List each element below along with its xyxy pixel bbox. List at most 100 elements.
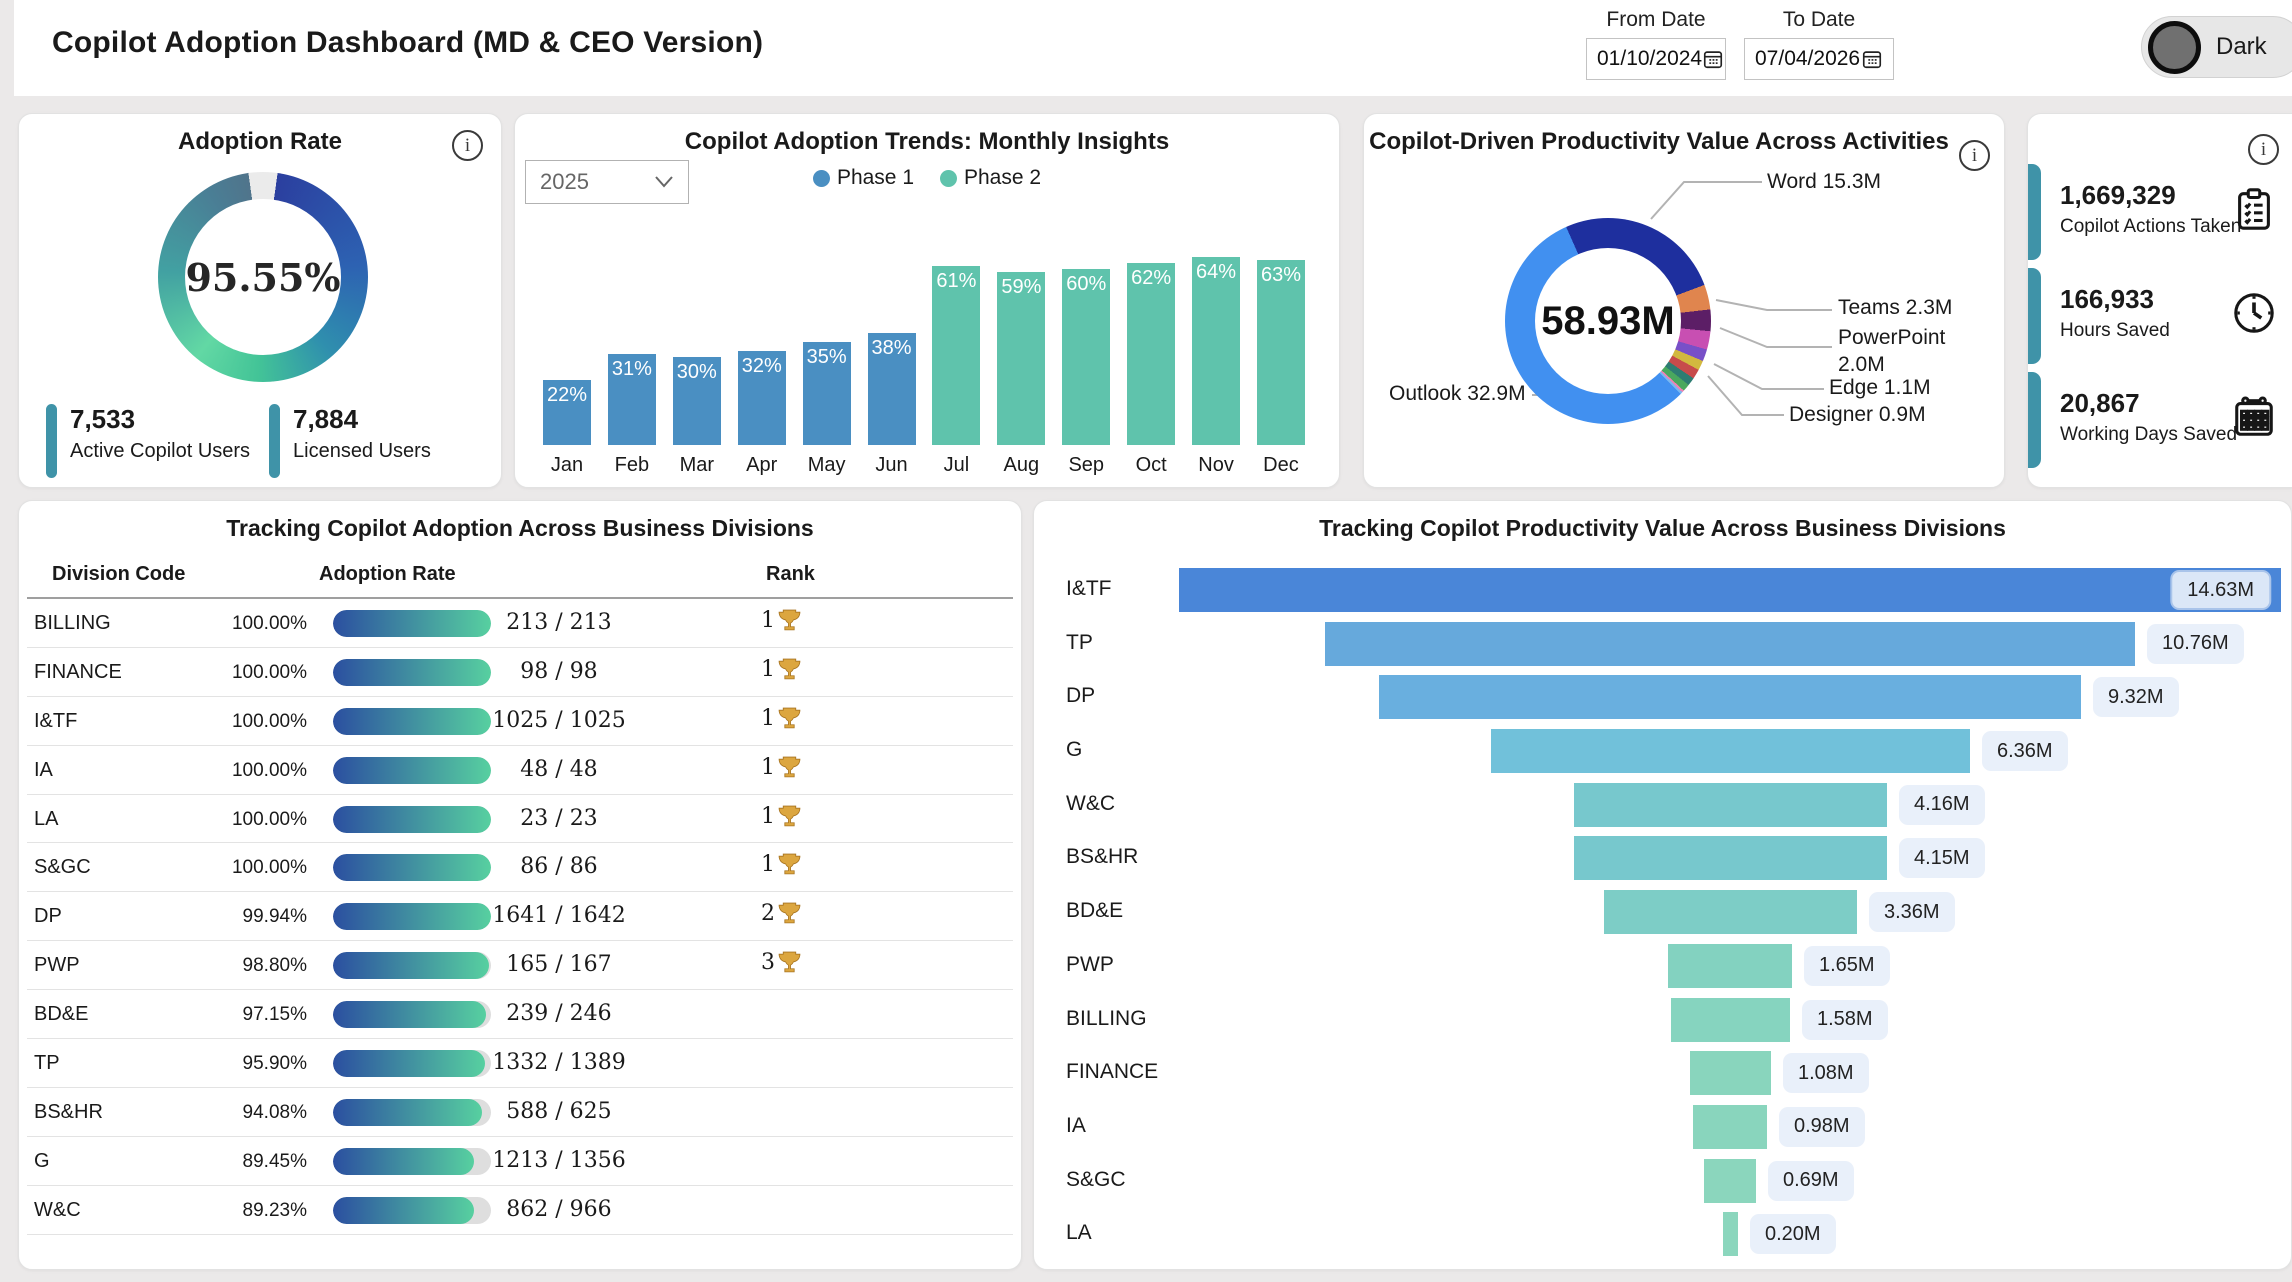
table-row-dp[interactable]: DP 99.94% 1641 / 1642 2: [27, 892, 1013, 942]
funnel-bar[interactable]: [1671, 997, 1790, 1042]
trend-bar-jan[interactable]: 22%: [543, 380, 591, 445]
funnel-bar[interactable]: [1704, 1158, 1756, 1203]
adoption-rate-percent: 100.00%: [231, 808, 307, 830]
funnel-row-iandtf: I&TF 14.63M: [1034, 563, 2291, 617]
year-filter-dropdown[interactable]: 2025: [525, 160, 689, 204]
gauge-hole: 95.55%: [185, 199, 341, 355]
adoption-rate-percent: 100.00%: [231, 759, 307, 781]
legend-dot: [940, 169, 957, 187]
funnel-category-label: W&C: [1066, 791, 1115, 815]
table-row-bdande[interactable]: BD&E 97.15% 239 / 246: [27, 990, 1013, 1040]
funnel-value-label: 1.08M: [1783, 1053, 1869, 1094]
table-row-wandc[interactable]: W&C 89.23% 862 / 966: [27, 1186, 1013, 1235]
funnel-bar[interactable]: [1604, 890, 1857, 935]
division-code: BD&E: [34, 1003, 89, 1026]
adoption-rate-card: Adoption Rate i 95.55% 7,533 Active Copi…: [18, 113, 502, 488]
trend-bar-aug[interactable]: 59%: [997, 272, 1046, 445]
bar-value-label: 35%: [806, 346, 847, 368]
info-icon[interactable]: i: [452, 130, 483, 161]
trend-bar-may[interactable]: 35%: [802, 342, 851, 445]
copilot-actions-value: 1,669,329: [2060, 180, 2176, 210]
users-ratio: 48 / 48: [520, 756, 598, 782]
trend-bar-mar[interactable]: 30%: [672, 357, 721, 445]
legend-item-phase-2[interactable]: Phase 2: [940, 166, 1041, 190]
calendar-icon[interactable]: [1861, 48, 1883, 70]
x-axis-label: Sep: [1068, 454, 1105, 476]
table-row-g[interactable]: G 89.45% 1213 / 1356: [27, 1137, 1013, 1186]
funnel-bar[interactable]: [1574, 836, 1887, 881]
legend-item-phase-1[interactable]: Phase 1: [812, 166, 914, 190]
adoption-rate-gauge[interactable]: 95.55%: [158, 172, 368, 382]
x-axis-label: Dec: [1263, 454, 1299, 476]
activities-donut-chart[interactable]: 58.93M: [1505, 218, 1711, 424]
funnel-value-label: 1.58M: [1802, 999, 1888, 1040]
table-row-pwp[interactable]: PWP 98.80% 165 / 167 3: [27, 941, 1013, 991]
funnel-bar[interactable]: [1693, 1104, 1767, 1149]
funnel-bar[interactable]: [1179, 568, 2281, 612]
column-header-division: Division Code: [52, 563, 186, 585]
table-row-tp[interactable]: TP 95.90% 1332 / 1389: [27, 1039, 1013, 1088]
word-slice-label: Word 15.3M: [1767, 170, 1881, 193]
trend-bar-jul[interactable]: 61%: [932, 266, 981, 445]
adoption-rate-percent: 100.00%: [231, 857, 307, 879]
active-users-stat: 7,533 Active Copilot Users: [46, 404, 250, 478]
stat-accent-bar: [269, 404, 280, 478]
calendar-icon: [2231, 394, 2277, 440]
table-row-finance[interactable]: FINANCE 100.00% 98 / 98 1: [27, 648, 1013, 697]
info-icon[interactable]: i: [2248, 134, 2279, 165]
table-row-ia[interactable]: IA 100.00% 48 / 48 1: [27, 746, 1013, 795]
funnel-value-label: 4.16M: [1899, 784, 1985, 825]
trend-bar-apr[interactable]: 32%: [737, 351, 786, 445]
trend-bar-jun[interactable]: 38%: [867, 333, 916, 445]
trend-bar-sep[interactable]: 60%: [1062, 269, 1111, 445]
adoption-rate-bar: [333, 610, 491, 637]
legend-dot: [812, 169, 830, 187]
table-row-sandgc[interactable]: S&GC 100.00% 86 / 86 1: [27, 843, 1013, 893]
toggle-knob[interactable]: [2148, 21, 2201, 74]
funnel-bar[interactable]: [1325, 621, 2135, 666]
funnel-bar[interactable]: [1723, 1212, 1738, 1257]
trend-bar-feb[interactable]: 31%: [607, 354, 656, 445]
adoption-rate-bar: [333, 1050, 491, 1078]
calendar-icon[interactable]: [1702, 48, 1724, 70]
rank-cell: 1: [761, 804, 802, 829]
funnel-bar[interactable]: [1668, 943, 1792, 988]
table-row-billing[interactable]: BILLING 100.00% 213 / 213 1: [27, 599, 1013, 648]
trend-bar-nov[interactable]: 64%: [1192, 257, 1241, 445]
x-axis-label: Oct: [1135, 454, 1167, 476]
dark-mode-toggle[interactable]: Dark: [2141, 16, 2292, 78]
rank-cell: 2: [761, 901, 802, 926]
kpi-accent-bar: [2028, 372, 2041, 468]
funnel-bar[interactable]: [1491, 729, 1970, 774]
users-ratio: 1025 / 1025: [492, 707, 626, 733]
trophy-icon: [778, 903, 801, 924]
trend-bar-oct[interactable]: 62%: [1127, 263, 1176, 445]
table-row-bsandhr[interactable]: BS&HR 94.08% 588 / 625: [27, 1088, 1013, 1137]
division-code: S&GC: [34, 856, 91, 879]
division-code: BS&HR: [34, 1100, 103, 1123]
info-icon[interactable]: i: [1959, 140, 1990, 171]
funnel-category-label: FINANCE: [1066, 1060, 1159, 1084]
adoption-table-title: Tracking Copilot Adoption Across Busines…: [226, 515, 814, 541]
monthly-trends-card: Copilot Adoption Trends: Monthly Insight…: [514, 113, 1340, 488]
column-header-rank: Rank: [766, 563, 815, 585]
active-users-label: Active Copilot Users: [70, 440, 251, 462]
funnel-category-label: BD&E: [1066, 899, 1124, 923]
from-date-input[interactable]: 01/10/2024: [1586, 38, 1726, 80]
copilot-actions-kpi: 1,669,329 Copilot Actions Taken: [2028, 164, 2292, 264]
adoption-rate-percent: 100.00%: [231, 710, 307, 732]
users-ratio: 23 / 23: [520, 805, 598, 831]
adoption-rate-percent: 99.94%: [242, 906, 307, 928]
working-days-saved-value: 20,867: [2060, 388, 2140, 418]
to-date-input[interactable]: 07/04/2026: [1744, 38, 1894, 80]
table-row-iandtf[interactable]: I&TF 100.00% 1025 / 1025 1: [27, 697, 1013, 746]
trend-bar-dec[interactable]: 63%: [1256, 260, 1305, 445]
rank-number: 1: [761, 656, 775, 682]
funnel-bar[interactable]: [1379, 675, 2081, 720]
table-row-la[interactable]: LA 100.00% 23 / 23 1: [27, 795, 1013, 844]
productivity-activities-card: Copilot-Driven Productivity Value Across…: [1363, 113, 2005, 488]
adoption-rate-bar: [333, 1001, 491, 1029]
funnel-bar[interactable]: [1690, 1051, 1771, 1096]
rank-number: 1: [761, 608, 775, 633]
funnel-bar[interactable]: [1574, 782, 1887, 827]
